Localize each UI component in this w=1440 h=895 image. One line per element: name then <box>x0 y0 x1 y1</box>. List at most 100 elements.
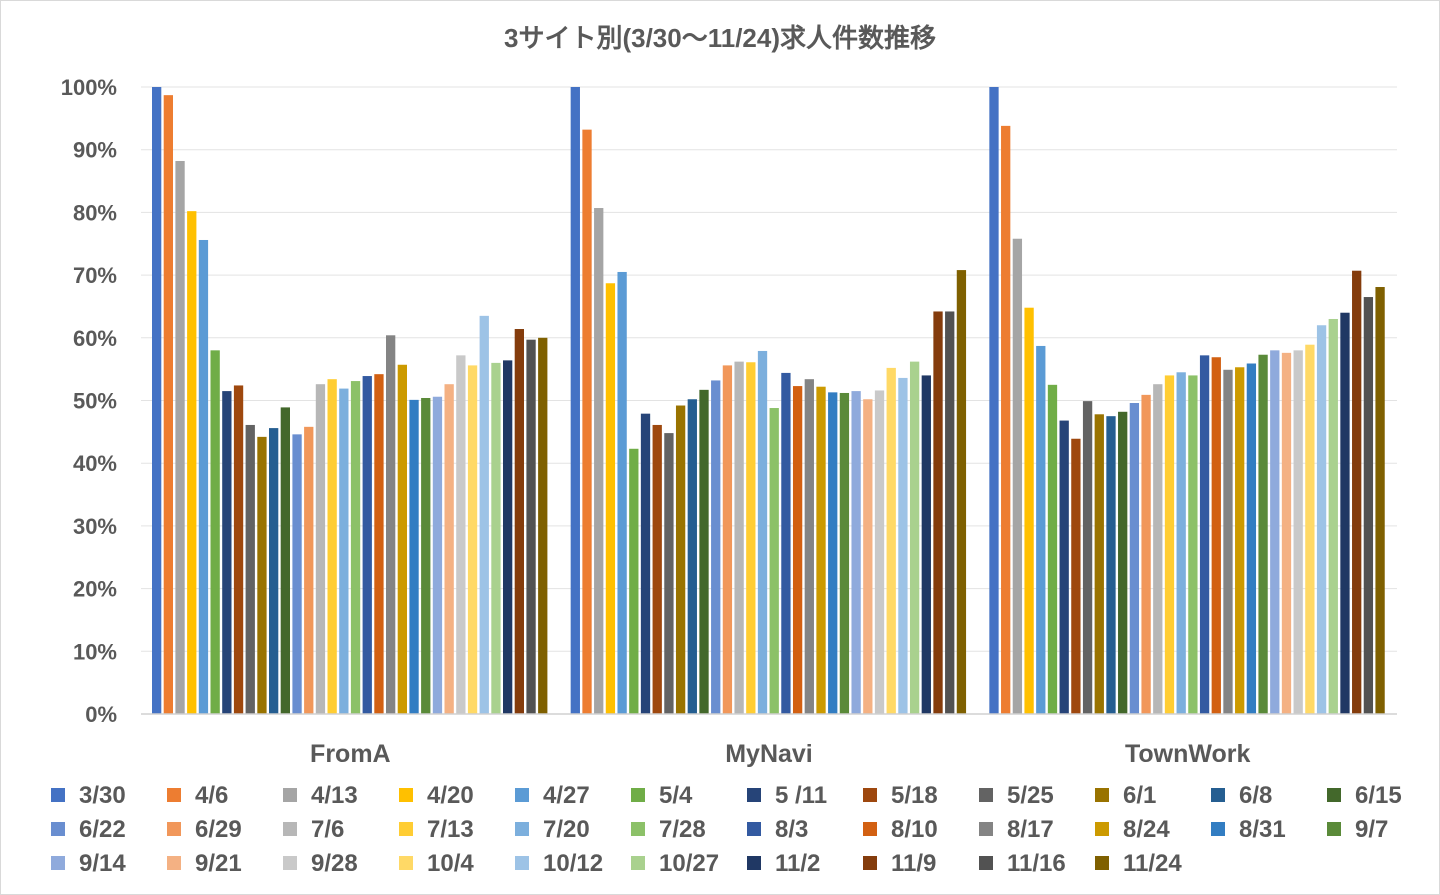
bar-townwork-9-7 <box>1258 354 1268 714</box>
bar-townwork-11-9 <box>1352 270 1362 714</box>
legend-swatch <box>863 788 877 802</box>
bar-mynavi-11-2 <box>921 375 931 714</box>
legend-label: 9/7 <box>1355 816 1388 843</box>
x-axis-categories: FromA MyNavi TownWork <box>310 740 1250 768</box>
legend-label: 8/10 <box>891 816 938 843</box>
legend-label: 4/27 <box>543 782 590 809</box>
legend-label: 11/24 <box>1123 850 1182 877</box>
bar-mynavi-9-14 <box>851 391 861 714</box>
legend-swatch <box>51 856 65 870</box>
y-tick-label: 70% <box>73 263 117 288</box>
y-tick-label: 60% <box>73 326 117 351</box>
legend-label: 3/30 <box>79 782 126 809</box>
y-tick-label: 50% <box>73 389 117 414</box>
legend-swatch <box>1095 788 1109 802</box>
y-tick-label: 80% <box>73 200 117 225</box>
y-tick-label: 40% <box>73 451 117 476</box>
bar-froma-3-30 <box>152 87 162 714</box>
y-tick-label: 30% <box>73 514 117 539</box>
bar-mynavi-8-17 <box>804 379 814 714</box>
bar-townwork-7-6 <box>1153 384 1163 714</box>
legend-label: 6/22 <box>79 816 126 843</box>
legend-label: 4/20 <box>427 782 474 809</box>
bar-froma-10-12 <box>479 315 489 714</box>
bar-townwork-9-14 <box>1270 350 1280 714</box>
legend-label: 8/24 <box>1123 816 1170 843</box>
legend-swatch <box>399 856 413 870</box>
legend-label: 7/13 <box>427 816 474 843</box>
bar-mynavi-4-27 <box>617 271 627 714</box>
legend-label: 7/6 <box>311 816 344 843</box>
bar-townwork-11-2 <box>1340 312 1350 714</box>
legend-swatch <box>747 856 761 870</box>
bar-froma-11-24 <box>538 337 548 714</box>
bar-mynavi-5-4 <box>629 448 639 714</box>
legend-swatch <box>51 822 65 836</box>
legend-swatch <box>167 788 181 802</box>
bar-townwork-8-17 <box>1223 369 1233 714</box>
bar-mynavi-4-6 <box>582 129 592 715</box>
y-axis-ticks: 0% 10% 20% 30% 40% 50% 60% 70% 80% 90% 100% <box>61 75 117 727</box>
bar-froma-7-28 <box>350 381 361 714</box>
category-label: MyNavi <box>725 740 813 768</box>
bar-froma-5-25 <box>245 424 255 714</box>
bar-mynavi-8-3 <box>781 372 791 714</box>
bar-froma-11-2 <box>503 360 513 714</box>
bar-mynavi-5-18 <box>652 424 662 714</box>
bar-townwork-11-24 <box>1375 287 1385 714</box>
chart-title: 3サイト別(3/30～11/24)求人件数推移 <box>504 23 936 53</box>
legend-swatch <box>51 788 65 802</box>
bar-froma-4-20 <box>187 211 197 714</box>
legend-swatch <box>515 856 529 870</box>
bar-froma-8-17 <box>386 335 396 714</box>
legend-label: 4/6 <box>195 782 228 809</box>
y-tick-label: 20% <box>73 577 117 602</box>
legend-swatch <box>1327 822 1341 836</box>
legend-swatch <box>283 788 297 802</box>
legend-label: 6/15 <box>1355 782 1402 809</box>
legend-swatch <box>863 822 877 836</box>
legend-swatch <box>1211 822 1225 836</box>
bar-townwork-6-15 <box>1118 411 1128 714</box>
bar-froma-9-14 <box>432 396 443 714</box>
bar-townwork-9-28 <box>1293 350 1303 714</box>
y-tick-label: 10% <box>73 639 117 664</box>
bar-townwork-7-20 <box>1176 372 1186 714</box>
bar-froma-9-21 <box>444 384 454 714</box>
bar-froma-11-9 <box>514 329 524 714</box>
legend-label: 5/4 <box>659 782 693 809</box>
bar-mynavi-6-8 <box>687 399 697 714</box>
legend-label: 7/28 <box>659 816 706 843</box>
bar-townwork-5-18 <box>1071 438 1081 714</box>
bar-mynavi-10-12 <box>898 377 908 714</box>
legend-label: 8/31 <box>1239 816 1286 843</box>
legend-swatch <box>979 788 993 802</box>
legend-swatch <box>399 822 413 836</box>
bar-mynavi-6-22 <box>711 380 721 714</box>
bar-froma-5-18 <box>233 385 244 714</box>
bar-mynavi-8-24 <box>816 386 826 714</box>
bar-froma-6-15 <box>280 407 290 714</box>
bar-froma-4-13 <box>175 160 185 715</box>
legend-label: 4/13 <box>311 782 358 809</box>
legend-label: 6/8 <box>1239 782 1272 809</box>
bar-townwork-6-22 <box>1129 403 1140 714</box>
bar-townwork-10-27 <box>1328 318 1338 714</box>
legend-swatch <box>1327 788 1341 802</box>
bars <box>152 87 1385 715</box>
legend-label: 6/1 <box>1123 782 1156 809</box>
legend-label: 9/14 <box>79 850 126 877</box>
legend-swatch <box>1095 822 1109 836</box>
bar-townwork-5-25 <box>1082 401 1093 714</box>
bar-townwork-3-30 <box>989 87 999 714</box>
y-tick-label: 100% <box>61 75 117 100</box>
legend-label: 5/25 <box>1007 782 1054 809</box>
legend-label: 11/9 <box>891 850 936 877</box>
bar-froma-7-13 <box>327 379 337 714</box>
legend-swatch <box>631 788 645 802</box>
y-tick-label: 90% <box>73 138 117 163</box>
legend-label: 7/20 <box>543 816 590 843</box>
bar-mynavi-3-30 <box>570 87 580 714</box>
